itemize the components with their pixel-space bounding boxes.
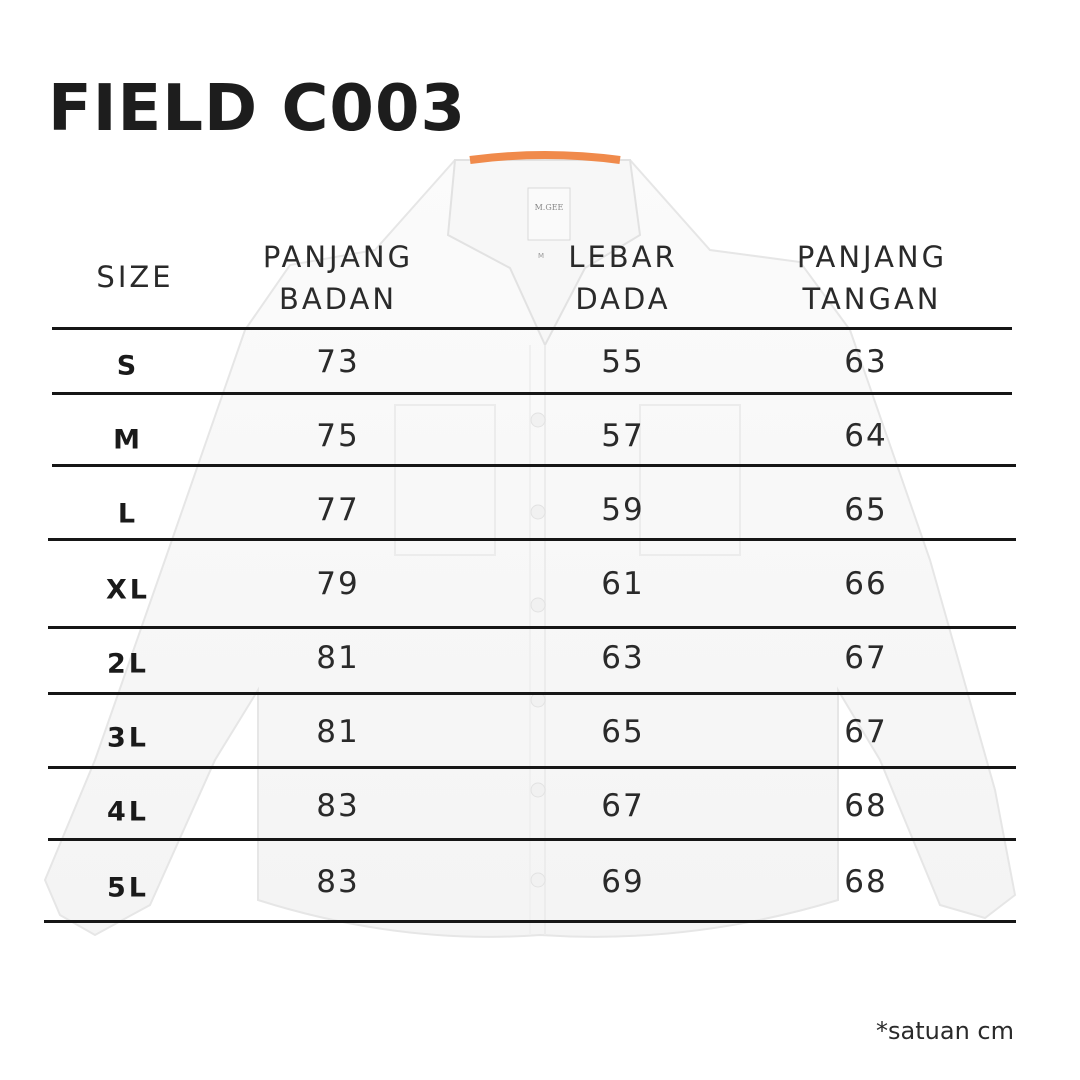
header-panjang-badan: PANJANG BADAN xyxy=(223,236,453,320)
panjang-badan-cell: 83 xyxy=(316,788,360,824)
header-size: SIZE xyxy=(96,260,174,294)
size-cell: S xyxy=(116,350,140,382)
size-cell: 4L xyxy=(107,796,149,828)
header-panjang-tangan: PANJANG TANGAN xyxy=(757,236,987,320)
lebar-dada-cell: 61 xyxy=(601,566,645,602)
size-cell: L xyxy=(117,498,139,530)
collar-size-label: M xyxy=(538,252,545,260)
lebar-dada-cell: 67 xyxy=(601,788,645,824)
size-cell: 3L xyxy=(107,722,149,754)
header-panjang-badan-text: PANJANG BADAN xyxy=(262,240,414,316)
header-lebar-dada: LEBAR DADA xyxy=(543,236,703,320)
panjang-badan-cell: 75 xyxy=(316,418,360,454)
lebar-dada-cell: 55 xyxy=(601,344,645,380)
table-rule xyxy=(52,392,1012,395)
size-cell: 2L xyxy=(107,648,149,680)
panjang-tangan-cell: 66 xyxy=(844,566,888,602)
lebar-dada-cell: 65 xyxy=(601,714,645,750)
table-rule xyxy=(48,766,1016,769)
panjang-badan-cell: 79 xyxy=(316,566,360,602)
size-cell: XL xyxy=(105,574,151,606)
panjang-badan-cell: 73 xyxy=(316,344,360,380)
table-rule xyxy=(52,327,1012,330)
lebar-dada-cell: 59 xyxy=(601,492,645,528)
panjang-badan-cell: 83 xyxy=(316,864,360,900)
size-cell: 5L xyxy=(107,872,149,904)
panjang-badan-cell: 81 xyxy=(316,640,360,676)
table-rule xyxy=(48,692,1016,695)
panjang-tangan-cell: 68 xyxy=(844,864,888,900)
lebar-dada-cell: 57 xyxy=(601,418,645,454)
lebar-dada-cell: 63 xyxy=(601,640,645,676)
page-title: FIELD C003 xyxy=(48,72,466,146)
panjang-badan-cell: 77 xyxy=(316,492,360,528)
panjang-tangan-cell: 63 xyxy=(844,344,888,380)
panjang-tangan-cell: 65 xyxy=(844,492,888,528)
panjang-tangan-cell: 67 xyxy=(844,640,888,676)
collar-label: M.GEE xyxy=(526,203,572,212)
table-rule xyxy=(44,920,1016,923)
header-panjang-tangan-text: PANJANG TANGAN xyxy=(796,240,948,316)
lebar-dada-cell: 69 xyxy=(601,864,645,900)
panjang-tangan-cell: 67 xyxy=(844,714,888,750)
panjang-badan-cell: 81 xyxy=(316,714,360,750)
table-rule xyxy=(48,838,1016,841)
header-lebar-dada-text: LEBAR DADA xyxy=(568,240,678,316)
unit-footnote: *satuan cm xyxy=(876,1017,1014,1045)
table-rule xyxy=(48,538,1016,541)
brand-label: M.GEE xyxy=(534,203,564,212)
table-rule xyxy=(52,464,1016,467)
table-rule xyxy=(48,626,1016,629)
panjang-tangan-cell: 64 xyxy=(844,418,888,454)
size-cell: M xyxy=(113,424,143,456)
panjang-tangan-cell: 68 xyxy=(844,788,888,824)
